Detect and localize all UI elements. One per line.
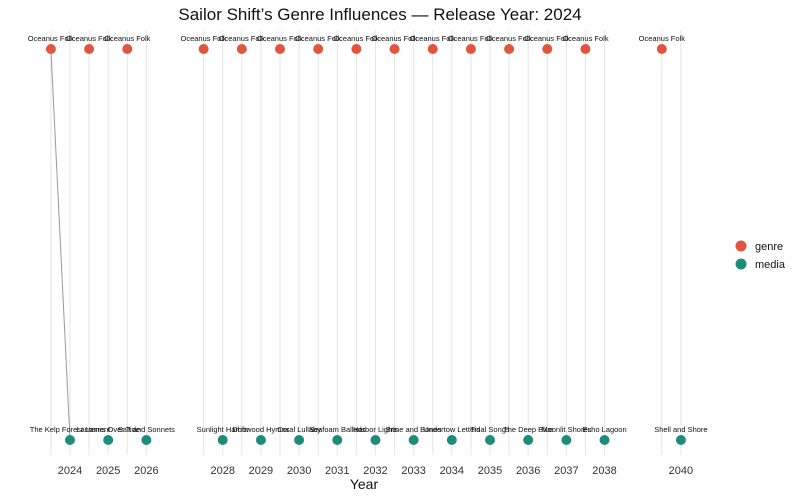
genre-point bbox=[236, 44, 247, 54]
genre-point-label: Oceanus Folk bbox=[104, 34, 151, 43]
media-point-label: The Kelp Forest Lament bbox=[30, 425, 111, 434]
genre-point-label: Oceanus Folk bbox=[295, 34, 342, 43]
genre-point-label: Oceanus Folk bbox=[410, 34, 457, 43]
media-point bbox=[103, 435, 114, 445]
genre-point bbox=[504, 44, 515, 54]
x-tick-label: 2035 bbox=[478, 465, 502, 477]
media-point-label: Driftwood Hymns bbox=[232, 425, 289, 434]
media-point-label: Lanterns Over Tide bbox=[76, 425, 140, 434]
genre-point bbox=[389, 44, 400, 54]
chart-title: Sailor Shift’s Genre Influences — Releas… bbox=[178, 5, 581, 24]
media-point bbox=[446, 435, 457, 445]
genre-point-label: Oceanus Folk bbox=[66, 34, 113, 43]
x-tick-label: 2038 bbox=[592, 465, 616, 477]
legend-label-media: media bbox=[755, 259, 786, 271]
genre-point bbox=[656, 44, 667, 54]
media-point bbox=[255, 435, 266, 445]
genre-point bbox=[122, 44, 133, 54]
media-point bbox=[408, 435, 419, 445]
x-axis-title: Year bbox=[350, 476, 379, 492]
media-point-label: Echo Lagoon bbox=[582, 425, 626, 434]
media-point bbox=[599, 435, 610, 445]
media-point-label: Seafoam Ballads bbox=[309, 425, 366, 434]
genre-point-label: Oceanus Folk bbox=[257, 34, 304, 43]
genre-point-label: Oceanus Folk bbox=[333, 34, 380, 43]
genre-point-label: Oceanus Folk bbox=[448, 34, 495, 43]
x-tick-label: 2037 bbox=[554, 465, 578, 477]
media-point bbox=[65, 435, 75, 445]
legend-swatch-media bbox=[735, 258, 747, 270]
genre-point-label: Oceanus Folk bbox=[219, 34, 266, 43]
genre-point-label: Oceanus Folk bbox=[371, 34, 418, 43]
genre-point-label: Oceanus Folk bbox=[180, 34, 227, 43]
genre-point bbox=[351, 44, 362, 54]
edge-layer bbox=[50, 48, 71, 441]
x-tick-label: 2025 bbox=[96, 465, 120, 477]
media-point bbox=[332, 435, 343, 445]
x-tick-label: 2032 bbox=[363, 465, 387, 477]
media-point-label: Moonlit Shores bbox=[541, 425, 591, 434]
media-point-label: The Deep Blue bbox=[503, 425, 553, 434]
point-layer bbox=[45, 44, 686, 445]
media-point bbox=[561, 435, 572, 445]
genre-point bbox=[84, 44, 95, 54]
genre-point bbox=[580, 44, 591, 54]
genre-point bbox=[45, 44, 56, 54]
genre-point bbox=[542, 44, 553, 54]
genre-point bbox=[198, 44, 209, 54]
x-tick-label: 2030 bbox=[287, 465, 311, 477]
media-point bbox=[217, 435, 228, 445]
media-point-label: Sunlight Harbor bbox=[197, 425, 250, 434]
media-point bbox=[141, 435, 152, 445]
legend-swatch-genre bbox=[735, 240, 747, 252]
legend-label-genre: genre bbox=[755, 241, 783, 253]
x-tick-label: 2034 bbox=[440, 465, 464, 477]
genre-point-label: Oceanus Folk bbox=[562, 34, 609, 43]
x-tick-label: 2031 bbox=[325, 465, 349, 477]
genre-point bbox=[275, 44, 285, 54]
media-point-label: Tidal Songs bbox=[470, 425, 510, 434]
legend: genre media bbox=[735, 240, 786, 271]
media-point-label: Salt and Sonnets bbox=[118, 425, 175, 434]
genre-point-label: Oceanus Folk bbox=[639, 34, 686, 43]
media-point-label: Brine and Bones bbox=[386, 425, 442, 434]
media-point-label: Undertow Letters bbox=[423, 425, 480, 434]
media-point-label: Coral Lullaby bbox=[277, 425, 321, 434]
media-point-label: Shell and Shore bbox=[654, 425, 707, 434]
genre-point bbox=[313, 44, 324, 54]
genre-point-label: Oceanus Folk bbox=[486, 34, 533, 43]
x-tick-label: 2040 bbox=[669, 465, 693, 477]
genre-point-label: Oceanus Folk bbox=[28, 34, 75, 43]
x-tick-label: 2024 bbox=[58, 465, 82, 477]
media-point bbox=[294, 435, 305, 445]
media-point bbox=[370, 435, 381, 445]
genre-point-label: Oceanus Folk bbox=[524, 34, 571, 43]
x-tick-label: 2033 bbox=[401, 465, 425, 477]
media-point bbox=[485, 435, 495, 445]
x-axis-ticks: 2024 2025 2026 2028 2029 2030 2031 2032 2033 2034… bbox=[58, 465, 693, 477]
grid-layer bbox=[50, 30, 682, 455]
media-point bbox=[675, 435, 686, 445]
edge-line bbox=[50, 48, 71, 441]
x-tick-label: 2036 bbox=[516, 465, 540, 477]
genre-point bbox=[427, 44, 438, 54]
media-point bbox=[523, 435, 534, 445]
x-tick-label: 2026 bbox=[134, 465, 158, 477]
media-point-label: Harbor Lights bbox=[353, 425, 398, 434]
genre-point bbox=[465, 44, 476, 54]
x-tick-label: 2028 bbox=[210, 465, 234, 477]
x-tick-label: 2029 bbox=[249, 465, 273, 477]
